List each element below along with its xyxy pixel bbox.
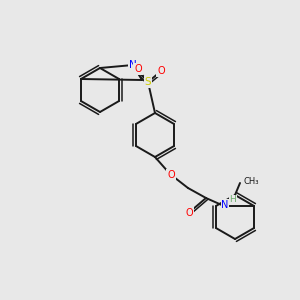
Text: O: O [134,64,142,74]
Text: S: S [145,77,151,87]
Text: N: N [221,200,229,210]
Text: N: N [129,60,137,70]
Text: CH₃: CH₃ [243,176,259,185]
Text: O: O [167,170,175,180]
Text: O: O [157,66,165,76]
Text: O: O [185,208,193,218]
Text: H: H [230,196,236,205]
